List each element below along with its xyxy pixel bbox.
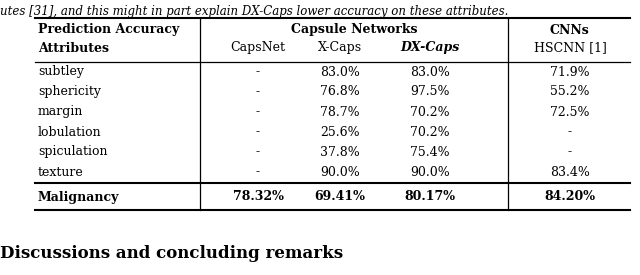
Text: Prediction Accuracy: Prediction Accuracy [38, 23, 179, 37]
Text: Discussions and concluding remarks: Discussions and concluding remarks [0, 244, 343, 262]
Text: 80.17%: 80.17% [404, 191, 456, 204]
Text: Capsule Networks: Capsule Networks [291, 23, 417, 37]
Text: 70.2%: 70.2% [410, 106, 450, 119]
Text: -: - [568, 145, 572, 158]
Text: 72.5%: 72.5% [550, 106, 589, 119]
Text: -: - [256, 86, 260, 98]
Text: 90.0%: 90.0% [410, 166, 450, 178]
Text: utes [31], and this might in part explain DX-Caps lower accuracy on these attrib: utes [31], and this might in part explai… [0, 5, 508, 18]
Text: CapsNet: CapsNet [230, 42, 285, 54]
Text: 71.9%: 71.9% [550, 65, 590, 78]
Text: spiculation: spiculation [38, 145, 108, 158]
Text: -: - [256, 106, 260, 119]
Text: Attributes: Attributes [38, 42, 109, 54]
Text: texture: texture [38, 166, 84, 178]
Text: -: - [256, 65, 260, 78]
Text: lobulation: lobulation [38, 125, 102, 139]
Text: 84.20%: 84.20% [545, 191, 595, 204]
Text: 76.8%: 76.8% [320, 86, 360, 98]
Text: 78.32%: 78.32% [232, 191, 284, 204]
Text: -: - [256, 145, 260, 158]
Text: subtley: subtley [38, 65, 84, 78]
Text: -: - [256, 166, 260, 178]
Text: CNNs: CNNs [549, 23, 589, 37]
Text: 55.2%: 55.2% [550, 86, 589, 98]
Text: 37.8%: 37.8% [320, 145, 360, 158]
Text: sphericity: sphericity [38, 86, 101, 98]
Text: margin: margin [38, 106, 83, 119]
Text: -: - [256, 125, 260, 139]
Text: 97.5%: 97.5% [410, 86, 450, 98]
Text: 75.4%: 75.4% [410, 145, 450, 158]
Text: 83.0%: 83.0% [320, 65, 360, 78]
Text: DX-Caps: DX-Caps [401, 42, 460, 54]
Text: 83.0%: 83.0% [410, 65, 450, 78]
Text: 69.41%: 69.41% [315, 191, 365, 204]
Text: 90.0%: 90.0% [320, 166, 360, 178]
Text: Malignancy: Malignancy [38, 191, 120, 204]
Text: -: - [568, 125, 572, 139]
Text: 25.6%: 25.6% [320, 125, 360, 139]
Text: 70.2%: 70.2% [410, 125, 450, 139]
Text: 83.4%: 83.4% [550, 166, 590, 178]
Text: X-Caps: X-Caps [318, 42, 362, 54]
Text: 78.7%: 78.7% [320, 106, 360, 119]
Text: HSCNN [1]: HSCNN [1] [534, 42, 607, 54]
